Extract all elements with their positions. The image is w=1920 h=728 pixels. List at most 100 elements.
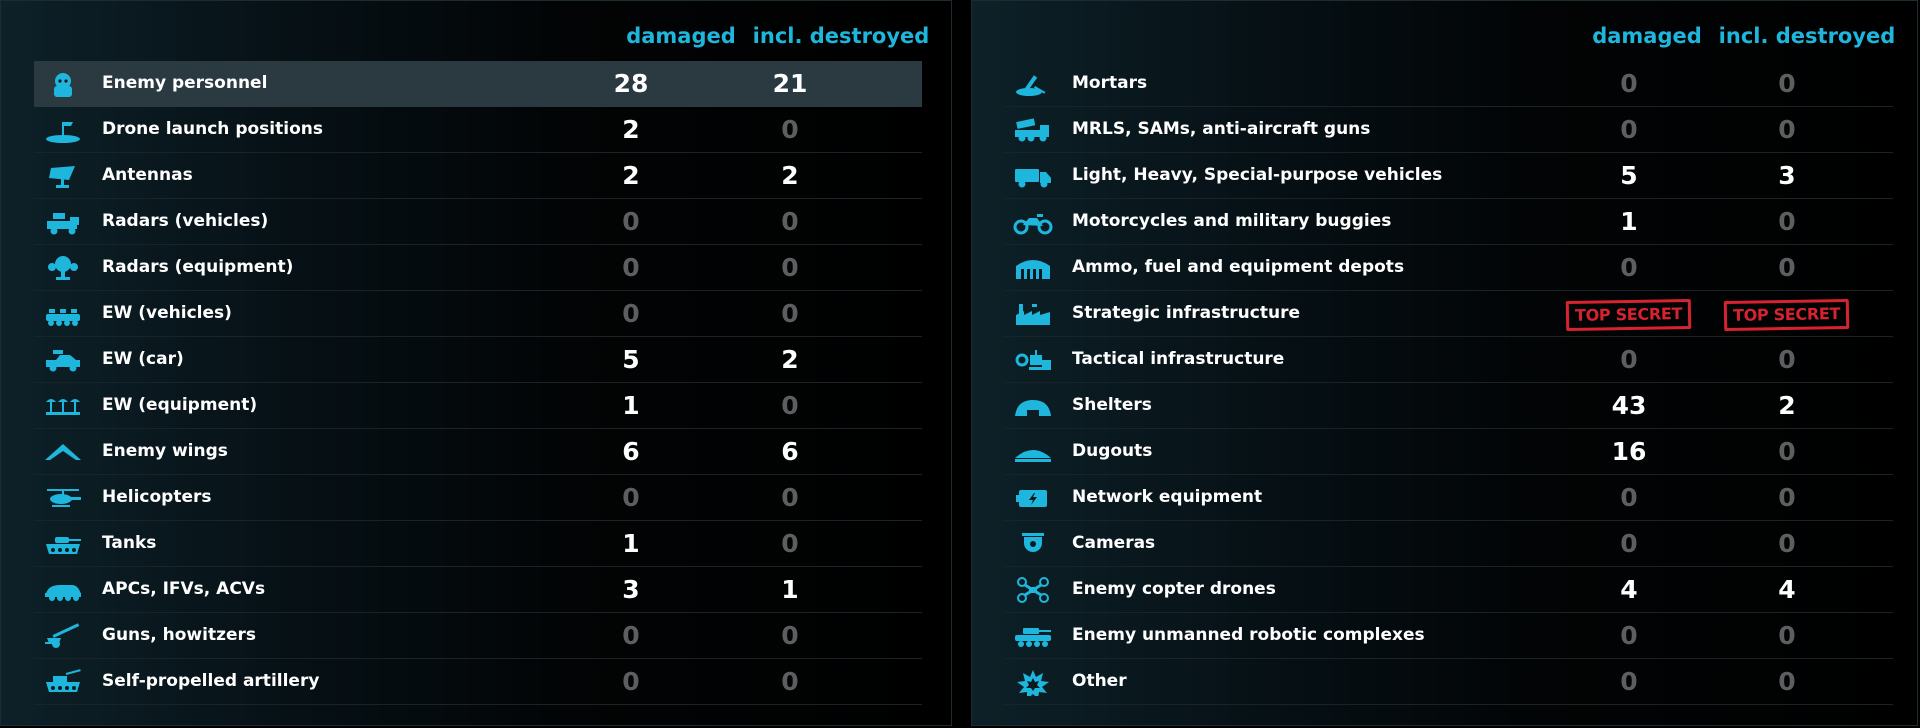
row-label-helicopters: Helicopters xyxy=(102,487,212,507)
table-row: APCs, IFVs, ACVs 3 1 xyxy=(34,567,922,613)
tank-icon xyxy=(41,529,85,559)
row-label-dugouts: Dugouts xyxy=(1072,441,1153,461)
table-row: Self-propelled artillery 0 0 xyxy=(34,659,922,705)
table-row: Network equipment 0 0 xyxy=(1004,475,1893,521)
row-label-enemy-unmanned-robotic-complexes: Enemy unmanned robotic complexes xyxy=(1072,625,1425,645)
row-label-shelters: Shelters xyxy=(1072,395,1152,415)
damaged-value: 5 xyxy=(1620,161,1638,190)
table-row: EW (equipment) 1 0 xyxy=(34,383,922,429)
apc-icon xyxy=(41,575,85,605)
antenna-icon xyxy=(41,161,85,191)
table-row: Enemy wings 6 6 xyxy=(34,429,922,475)
table-row: Light, Heavy, Special-purpose vehicles 5 3 xyxy=(1004,153,1893,199)
soldier-icon xyxy=(41,69,85,99)
top-secret-stamp: TOP SECRET xyxy=(1724,298,1850,332)
destroyed-value: 0 xyxy=(1778,115,1796,144)
stats-panel-right: damaged incl. destroyed Mortars 0 0 MRLS, S… xyxy=(971,0,1918,726)
table-row: Shelters 43 2 xyxy=(1004,383,1893,429)
table-row: Tactical infrastructure 0 0 xyxy=(1004,337,1893,383)
damaged-value: 0 xyxy=(1620,253,1638,282)
destroyed-value: 0 xyxy=(781,391,799,420)
dugout-icon xyxy=(1011,437,1055,467)
mortar-icon xyxy=(1011,69,1055,99)
stats-list-right: Mortars 0 0 MRLS, SAMs, anti-aircraft guns 0… xyxy=(1004,61,1893,705)
ew-equipment-icon xyxy=(41,391,85,421)
row-label-motorcycles-and-military-buggies: Motorcycles and military buggies xyxy=(1072,211,1392,231)
row-label-mrls-sams-anti-aircraft-guns: MRLS, SAMs, anti-aircraft guns xyxy=(1072,119,1371,139)
row-label-other: Other xyxy=(1072,671,1127,691)
destroyed-value: 2 xyxy=(781,345,799,374)
damaged-value: 16 xyxy=(1611,437,1647,466)
table-row: EW (car) 5 2 xyxy=(34,337,922,383)
destroyed-value: 0 xyxy=(781,483,799,512)
destroyed-value: 0 xyxy=(1778,207,1796,236)
row-label-apcs-ifvs-acvs: APCs, IFVs, ACVs xyxy=(102,579,266,599)
table-row: Other 0 0 xyxy=(1004,659,1893,705)
table-row: Antennas 2 2 xyxy=(34,153,922,199)
radar-equipment-icon xyxy=(41,253,85,283)
row-label-enemy-wings: Enemy wings xyxy=(102,441,228,461)
damaged-value: 0 xyxy=(622,483,640,512)
destroyed-value: 2 xyxy=(1778,391,1796,420)
destroyed-value: 0 xyxy=(781,299,799,328)
table-row: Radars (vehicles) 0 0 xyxy=(34,199,922,245)
destroyed-value: 0 xyxy=(781,115,799,144)
destroyed-value: 0 xyxy=(781,529,799,558)
radar-vehicle-icon xyxy=(41,207,85,237)
table-row: Motorcycles and military buggies 1 0 xyxy=(1004,199,1893,245)
destroyed-value: 21 xyxy=(772,69,808,98)
destroyed-value: 0 xyxy=(1778,345,1796,374)
mrls-icon xyxy=(1011,115,1055,145)
damaged-value: 0 xyxy=(622,207,640,236)
table-row: Strategic infrastructure TOP SECRET TOP SE… xyxy=(1004,291,1893,337)
table-row: Enemy personnel 28 21 xyxy=(34,61,922,107)
destroyed-value: 3 xyxy=(1778,161,1796,190)
damaged-value: 1 xyxy=(1620,207,1638,236)
damaged-value: 28 xyxy=(613,69,649,98)
helicopter-icon xyxy=(41,483,85,513)
row-label-mortars: Mortars xyxy=(1072,73,1148,93)
row-label-self-propelled-artillery: Self-propelled artillery xyxy=(102,671,320,691)
destroyed-value: 2 xyxy=(781,161,799,190)
column-header-destroyed: incl. destroyed xyxy=(752,24,930,48)
ew-car-icon xyxy=(41,345,85,375)
damaged-value: 6 xyxy=(622,437,640,466)
damaged-value: 0 xyxy=(1620,345,1638,374)
column-header-damaged: damaged xyxy=(626,24,736,48)
destroyed-value: 6 xyxy=(781,437,799,466)
row-label-antennas: Antennas xyxy=(102,165,193,185)
table-row: Radars (equipment) 0 0 xyxy=(34,245,922,291)
row-label-radars-equipment: Radars (equipment) xyxy=(102,257,294,277)
destroyed-value: 0 xyxy=(1778,529,1796,558)
top-secret-stamp: TOP SECRET xyxy=(1566,298,1692,332)
damaged-value: 0 xyxy=(622,253,640,282)
damaged-value: 0 xyxy=(1620,667,1638,696)
depot-icon xyxy=(1011,253,1055,283)
destroyed-value: 1 xyxy=(781,575,799,604)
motorcycle-icon xyxy=(1011,207,1055,237)
robotic-complex-icon xyxy=(1011,621,1055,651)
row-label-ew-vehicles: EW (vehicles) xyxy=(102,303,232,323)
damaged-value: 0 xyxy=(1620,483,1638,512)
destroyed-value: 0 xyxy=(1778,483,1796,512)
table-row: Enemy unmanned robotic complexes 0 0 xyxy=(1004,613,1893,659)
destroyed-value: 0 xyxy=(1778,437,1796,466)
row-label-drone-launch-positions: Drone launch positions xyxy=(102,119,323,139)
self-propelled-artillery-icon xyxy=(41,667,85,697)
table-row: Cameras 0 0 xyxy=(1004,521,1893,567)
damaged-value: 1 xyxy=(622,391,640,420)
destroyed-value: 0 xyxy=(781,667,799,696)
row-label-tanks: Tanks xyxy=(102,533,157,553)
damaged-value: 43 xyxy=(1611,391,1647,420)
damaged-value: 4 xyxy=(1620,575,1638,604)
row-label-strategic-infrastructure: Strategic infrastructure xyxy=(1072,303,1301,323)
row-label-cameras: Cameras xyxy=(1072,533,1156,553)
destroyed-value: 0 xyxy=(781,621,799,650)
ew-vehicle-icon xyxy=(41,299,85,329)
destroyed-value: 0 xyxy=(1778,667,1796,696)
table-row: Drone launch positions 2 0 xyxy=(34,107,922,153)
column-header-damaged: damaged xyxy=(1592,24,1702,48)
factory-icon xyxy=(1011,299,1055,329)
explosion-icon xyxy=(1011,667,1055,697)
truck-icon xyxy=(1011,161,1055,191)
